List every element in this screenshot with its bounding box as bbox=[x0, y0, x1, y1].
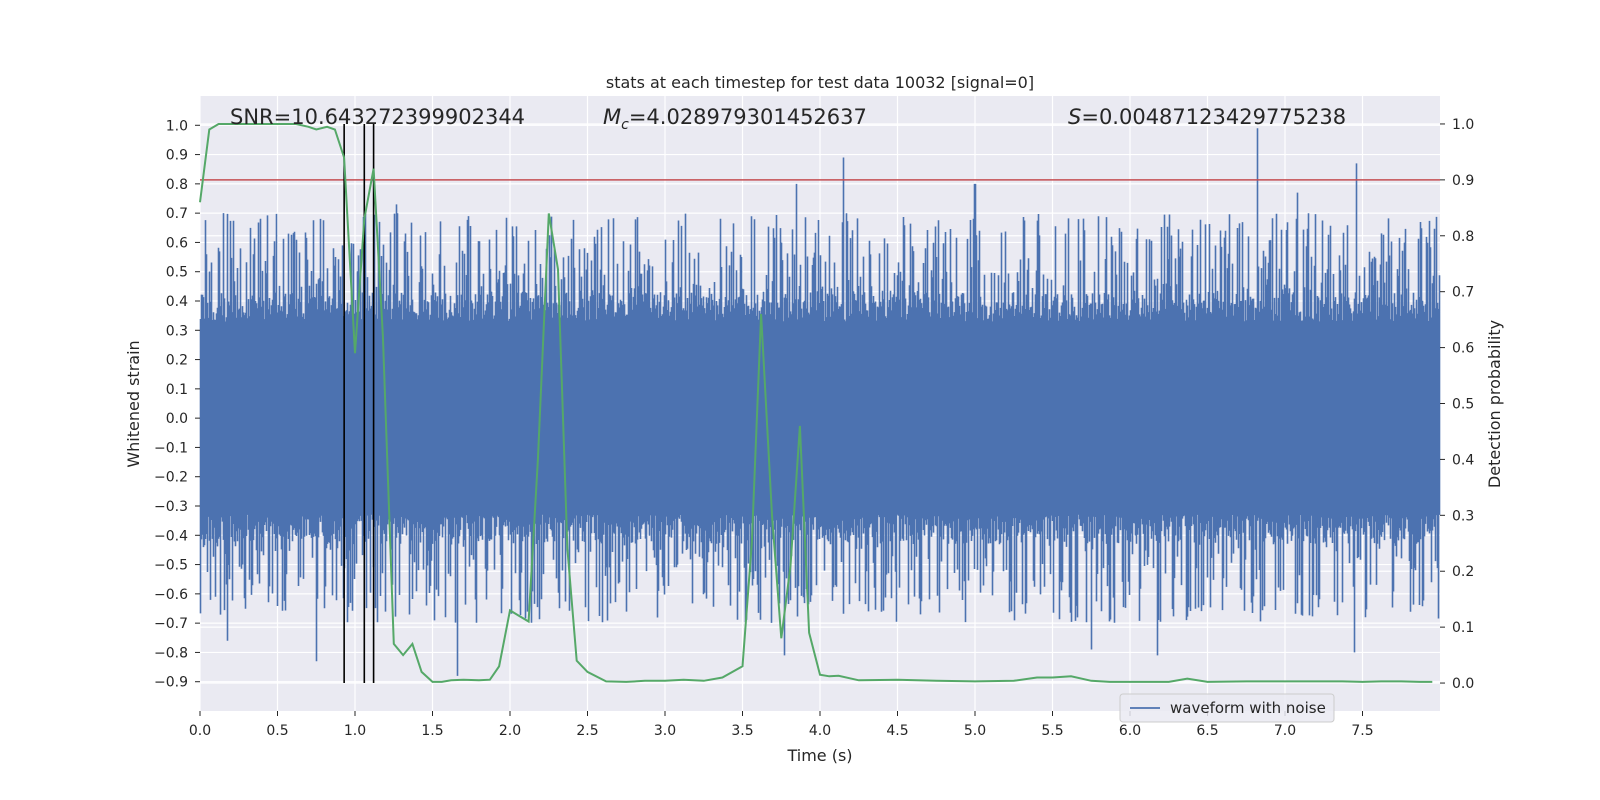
waveform-series bbox=[199, 128, 1441, 676]
legend: waveform with noise bbox=[1119, 693, 1335, 723]
y-tick-label-left: 0.1 bbox=[166, 382, 188, 398]
y-tick-label-left: −0.6 bbox=[154, 587, 188, 603]
left-axis-label: Whitened strain bbox=[124, 340, 143, 467]
x-tick-label: 2.5 bbox=[576, 723, 598, 739]
y-tick-label-right: 0.4 bbox=[1452, 452, 1474, 468]
s-value: =0.00487123429775238 bbox=[1081, 105, 1346, 129]
x-tick-label: 0.0 bbox=[189, 723, 211, 739]
y-tick-label-right: 0.6 bbox=[1452, 341, 1474, 357]
snr-annotation: SNR=10.643272399902344 bbox=[230, 105, 525, 129]
right-axis-label: Detection probability bbox=[1485, 320, 1504, 488]
y-tick-label-left: 0.5 bbox=[166, 265, 188, 281]
x-tick-label: 5.0 bbox=[964, 723, 986, 739]
y-tick-label-right: 1.0 bbox=[1452, 117, 1474, 133]
y-tick-label-right: 0.1 bbox=[1452, 620, 1474, 636]
y-tick-label-right: 0.0 bbox=[1452, 676, 1474, 692]
legend-label: waveform with noise bbox=[1170, 699, 1326, 717]
x-tick-label: 4.5 bbox=[886, 723, 908, 739]
x-tick-label: 4.0 bbox=[809, 723, 831, 739]
mc-subscript: c bbox=[621, 117, 629, 133]
s-annotation: S=0.00487123429775238 bbox=[1068, 105, 1346, 129]
y-tick-label-left: 0.7 bbox=[166, 206, 188, 222]
x-tick-label: 3.5 bbox=[731, 723, 753, 739]
y-tick-label-left: 0.3 bbox=[166, 323, 188, 339]
x-tick-label: 6.5 bbox=[1196, 723, 1218, 739]
y-tick-label-left: −0.8 bbox=[154, 645, 188, 661]
y-tick-label-right: 0.9 bbox=[1452, 173, 1474, 189]
mc-value: =4.028979301452637 bbox=[629, 105, 867, 129]
y-tick-label-left: 0.9 bbox=[166, 148, 188, 164]
y-tick-label-left: −0.3 bbox=[154, 499, 188, 515]
x-tick-label: 3.0 bbox=[654, 723, 676, 739]
chart-title: stats at each timestep for test data 100… bbox=[606, 73, 1034, 92]
y-tick-label-right: 0.8 bbox=[1452, 229, 1474, 245]
y-tick-label-left: −0.5 bbox=[154, 558, 188, 574]
x-tick-label: 0.5 bbox=[266, 723, 288, 739]
y-tick-label-left: 0.0 bbox=[166, 411, 188, 427]
x-tick-label: 2.0 bbox=[499, 723, 521, 739]
axes: 0.0 0.5 1.0 1.5 2.0 2.5 3.0 3.5 4.0 4.5 5.0 5.5 6.0 6… bbox=[154, 117, 1474, 739]
y-tick-label-left: −0.1 bbox=[154, 440, 188, 456]
x-tick-label: 5.5 bbox=[1041, 723, 1063, 739]
y-tick-label-left: 0.6 bbox=[166, 235, 188, 251]
probability-line bbox=[199, 123, 1433, 683]
y-tick-label-right: 0.3 bbox=[1452, 508, 1474, 524]
y-tick-label-left: 1.0 bbox=[166, 118, 188, 134]
y-tick-label-left: 0.2 bbox=[166, 353, 188, 369]
y-tick-label-left: 0.4 bbox=[166, 294, 188, 310]
x-tick-label: 1.5 bbox=[421, 723, 443, 739]
mc-annotation: Mc=4.028979301452637 bbox=[603, 105, 867, 133]
y-tick-label-left: −0.7 bbox=[154, 616, 188, 632]
y-tick-label-right: 0.7 bbox=[1452, 285, 1474, 301]
y-tick-label-right: 0.2 bbox=[1452, 564, 1474, 580]
x-tick-label: 7.0 bbox=[1274, 723, 1296, 739]
waveform-trace bbox=[199, 128, 1441, 676]
detection-probability-series bbox=[199, 123, 1433, 683]
y-tick-label-left: −0.9 bbox=[154, 675, 188, 691]
x-tick-label: 6.0 bbox=[1119, 723, 1141, 739]
y-tick-label-left: 0.8 bbox=[166, 177, 188, 193]
x-axis-label: Time (s) bbox=[786, 746, 852, 765]
y-tick-label-right: 0.5 bbox=[1452, 397, 1474, 413]
y-tick-label-left: −0.4 bbox=[154, 528, 188, 544]
x-tick-label: 7.5 bbox=[1351, 723, 1373, 739]
y-tick-label-left: −0.2 bbox=[154, 470, 188, 486]
s-symbol: S bbox=[1068, 105, 1081, 129]
x-tick-label: 1.0 bbox=[344, 723, 366, 739]
mc-symbol: M bbox=[603, 105, 621, 129]
legend-box bbox=[1119, 693, 1335, 723]
